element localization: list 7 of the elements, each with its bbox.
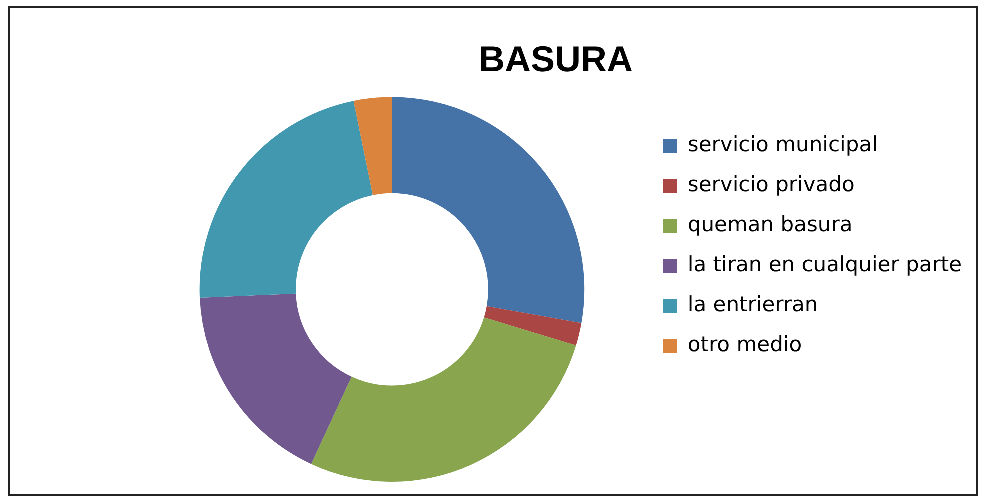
legend-label: queman basura	[688, 212, 853, 236]
chart-title: BASURA	[478, 38, 634, 80]
legend-label: servicio privado	[688, 172, 855, 196]
legend-label: otro medio	[688, 332, 802, 356]
legend-label: la entrierran	[688, 292, 818, 316]
legend-label: la tiran en cualquier parte	[688, 252, 962, 276]
legend-label: servicio municipal	[688, 132, 878, 156]
